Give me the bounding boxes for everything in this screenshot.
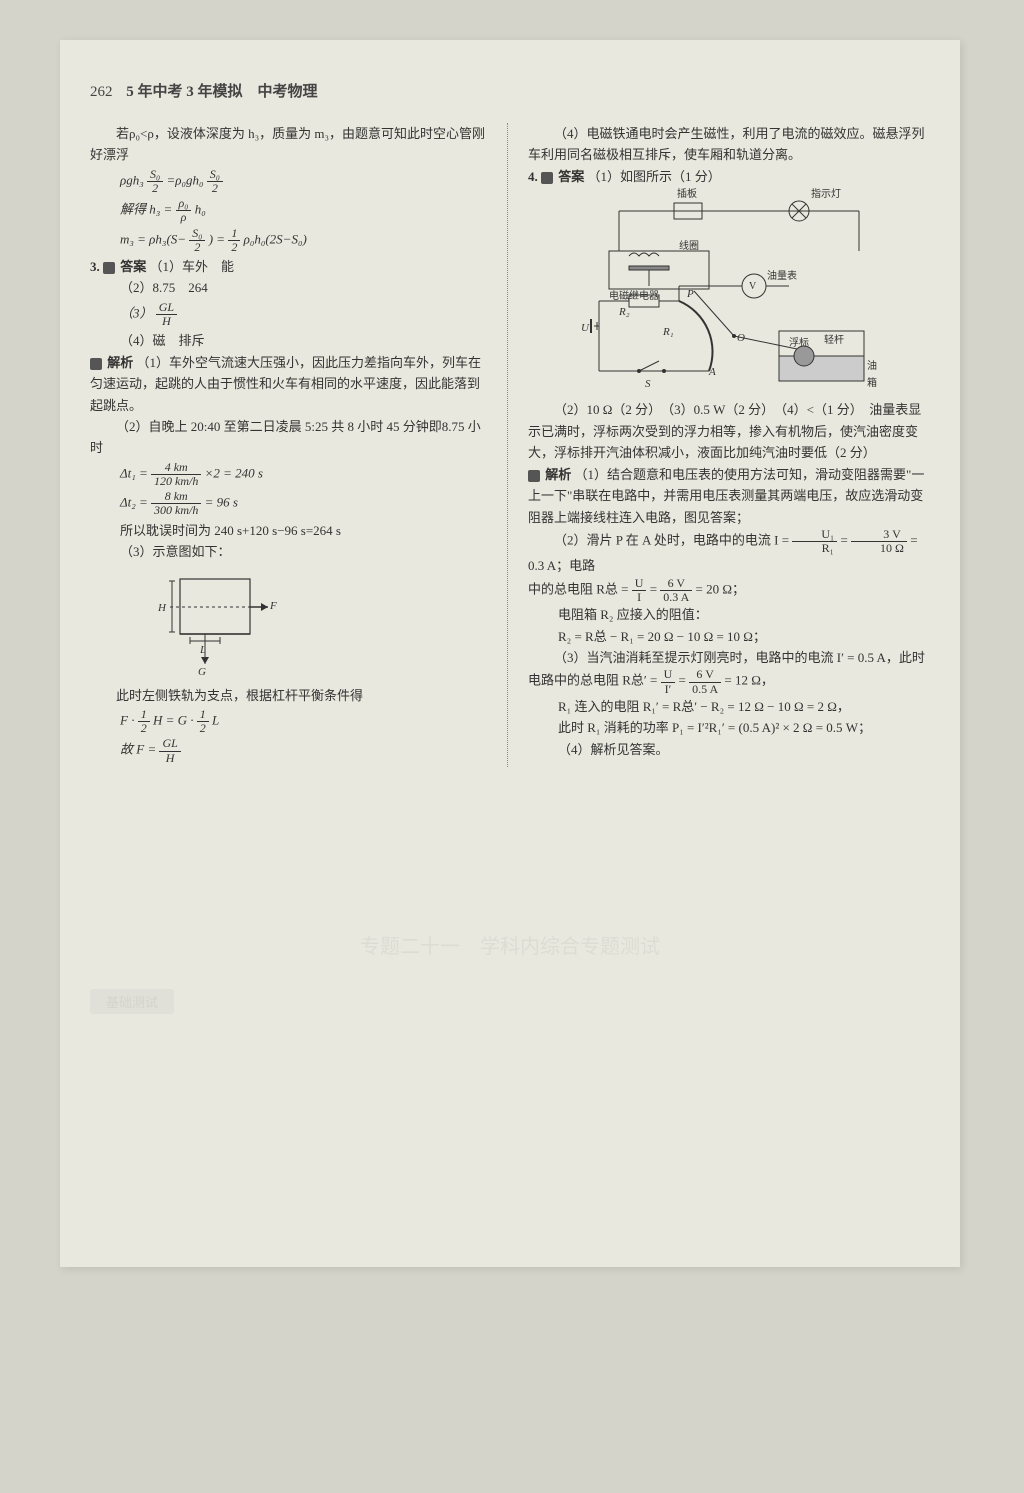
formula-4: F · 12 H = G · 12 L	[90, 708, 492, 735]
a3-text: 此时左侧铁轨为支点，根据杠杆平衡条件得	[90, 685, 492, 706]
bleed-through: 专题二十一 学科内综合专题测试 基础测试	[60, 900, 960, 1054]
two-column-layout: 若ρ₀<ρ，设液体深度为 h₃，质量为 m₃，由题意可知此时空心管刚好漂浮 ρg…	[90, 123, 930, 767]
q4-2: （2）10 Ω（2 分） （3）0.5 W（2 分） （4）<（1 分） 油量表…	[528, 399, 930, 463]
a4-7: 电路中的总电阻 R总′ = UI′ = 6 V0.5 A = 12 Ω，	[528, 668, 930, 695]
answer-marker-icon	[541, 172, 553, 184]
lever-svg	[150, 569, 280, 679]
a3-label: （3）示意图如下：	[90, 541, 492, 562]
q3-4: （4）磁 排斥	[90, 330, 492, 351]
analysis-marker-icon	[528, 470, 540, 482]
a4-8: R₁ 连入的电阻 R₁′ = R总′ − R₂ = 12 Ω − 10 Ω = …	[528, 696, 930, 717]
a4-9: 此时 R₁ 消耗的功率 P₁ = I′²R₁′ = (0.5 A)² × 2 Ω…	[528, 717, 930, 738]
page-header: 262 5 年中考 3 年模拟 中考物理	[90, 80, 930, 101]
bleed-tag: 基础测试	[90, 989, 174, 1014]
dt-sum: 所以耽误时间为 240 s+120 s−96 s=264 s	[90, 520, 492, 541]
formula-5: 故 F = GLH	[90, 737, 492, 764]
intro-text: 若ρ₀<ρ，设液体深度为 h₃，质量为 m₃，由题意可知此时空心管刚好漂浮	[90, 123, 492, 166]
a4-4: 电阻箱 R₂ 应接入的阻值：	[528, 604, 930, 625]
q3-3: （3） GLH	[90, 301, 492, 328]
a4-6: （3）当汽油消耗至提示灯刚亮时，电路中的电流 I′ = 0.5 A，此时	[528, 647, 930, 668]
formula-1: ρgh₃ S₀2 =ρ₀gh₀ S₀2	[90, 168, 492, 195]
q4-line: 4. 答案 （1）如图所示（1 分）	[528, 166, 930, 187]
book-title: 5 年中考 3 年模拟 中考物理	[126, 84, 317, 100]
answer-marker-icon	[103, 262, 115, 274]
a4-10: （4）解析见答案。	[528, 739, 930, 760]
a4-5: R₂ = R总 − R₁ = 20 Ω − 10 Ω = 10 Ω；	[528, 626, 930, 647]
bleed-title: 专题二十一 学科内综合专题测试	[90, 930, 930, 959]
formula-2: 解得 h₃ = ρ₀ρ h₀	[90, 197, 492, 224]
left-column: 若ρ₀<ρ，设液体深度为 h₃，质量为 m₃，由题意可知此时空心管刚好漂浮 ρg…	[90, 123, 508, 767]
q3-2: （2）8.75 264	[90, 277, 492, 298]
lever-diagram: H F L G	[150, 569, 280, 679]
dt2: Δt₂ = 8 km300 km/h = 96 s	[90, 490, 492, 517]
textbook-page: 262 5 年中考 3 年模拟 中考物理 若ρ₀<ρ，设液体深度为 h₃，质量为…	[60, 40, 960, 1267]
analysis-1: 解析 （1）车外空气流速大压强小，因此压力差指向车外，列车在匀速运动，起跳的人由…	[90, 352, 492, 416]
circuit-diagram: 插板 指示灯 线圈 电磁继电器 油量表 R₂ U R₁ P O A S V 浮标…	[579, 191, 879, 391]
dt1: Δt₁ = 4 km120 km/h ×2 = 240 s	[90, 461, 492, 488]
formula-3: m₃ = ρh₃(S− S₀2 ) = 12 ρ₀h₀(2S−S₀)	[90, 227, 492, 254]
q3-line: 3. 答案 （1）车外 能	[90, 256, 492, 277]
a4-3: 中的总电阻 R总 = UI = 6 V0.3 A = 20 Ω；	[528, 577, 930, 604]
page-number: 262	[90, 84, 113, 100]
right-column: （4）电磁铁通电时会产生磁性，利用了电流的磁效应。磁悬浮列车利用同名磁极相互排斥…	[528, 123, 930, 767]
analysis-2: （2）自晚上 20:40 至第二日凌晨 5:25 共 8 小时 45 分钟即8.…	[90, 416, 492, 459]
a4-2: （2）滑片 P 在 A 处时，电路中的电流 I = U₁R₁ = 3 V10 Ω…	[528, 528, 930, 577]
analysis-4: 解析 （1）结合题意和电压表的使用方法可知，滑动变阻器需要"一上一下"串联在电路…	[528, 464, 930, 528]
analysis-marker-icon	[90, 358, 102, 370]
r-p4: （4）电磁铁通电时会产生磁性，利用了电流的磁效应。磁悬浮列车利用同名磁极相互排斥…	[528, 123, 930, 166]
